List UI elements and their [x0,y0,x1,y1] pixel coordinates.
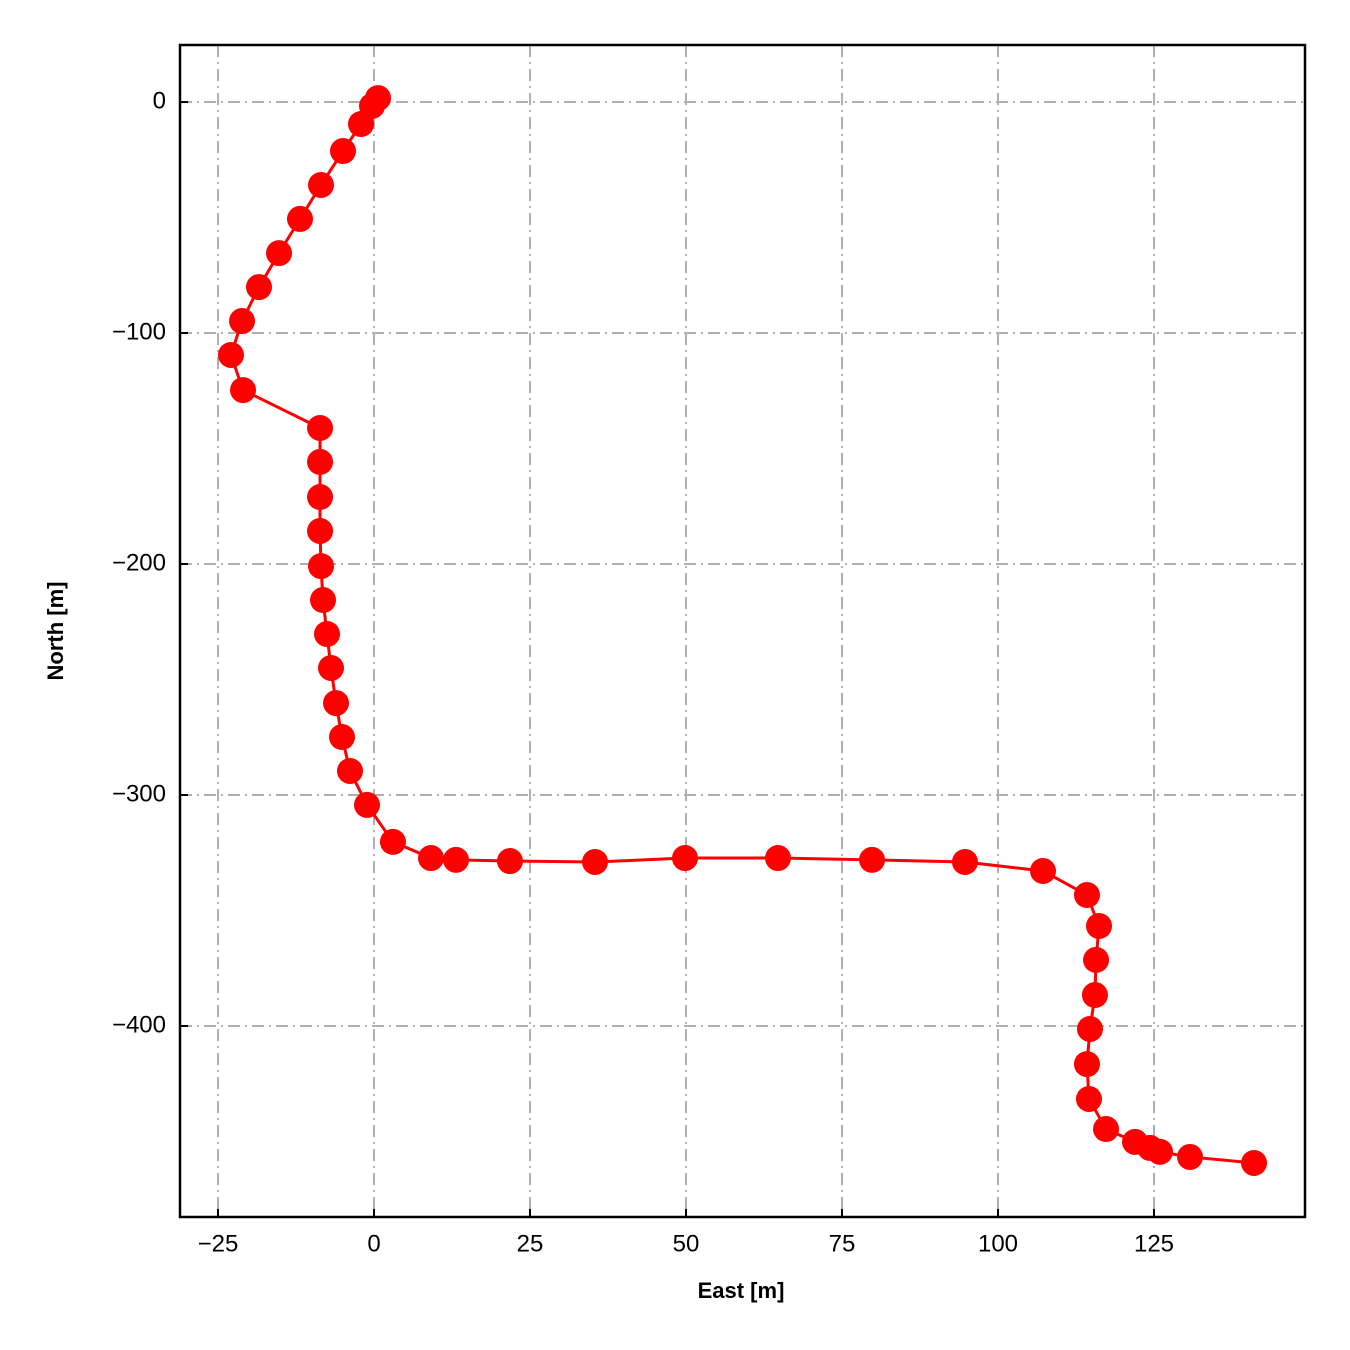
y-tick-label: −200 [112,549,166,576]
marker [266,240,293,267]
marker [442,846,469,873]
marker [582,848,609,875]
x-tick-label: 0 [367,1230,380,1257]
trajectory-line [229,97,1255,1165]
y-axis-label: North [m] [43,582,68,681]
marker [1081,982,1108,1009]
marker [1073,882,1100,909]
marker [310,587,337,614]
marker [318,654,345,681]
marker [348,110,375,137]
marker [1086,912,1113,939]
marker [354,791,381,818]
marker [1083,946,1110,973]
marker [286,205,313,232]
marker [1075,1085,1102,1112]
marker [307,484,334,511]
marker [1146,1138,1173,1165]
x-tick-label: 100 [978,1230,1018,1257]
marker [764,845,791,872]
marker [314,621,341,648]
marker [1073,1051,1100,1078]
marker [1076,1015,1103,1042]
marker [308,171,335,198]
y-tick-label: −300 [112,780,166,807]
y-tick-label: −400 [112,1011,166,1038]
marker [307,448,334,475]
marker [230,377,257,404]
marker [308,553,335,580]
marker [417,845,444,872]
marker [1093,1115,1120,1142]
marker [245,274,272,301]
x-axis-label: East [m] [698,1278,785,1303]
marker [859,846,886,873]
marker [217,341,244,368]
marker [329,138,356,165]
plot-frame [178,43,1307,1219]
x-tick-label: 50 [673,1230,700,1257]
x-tick-label: −25 [198,1230,239,1257]
x-tick-label: 25 [517,1230,544,1257]
y-tick-label: −100 [112,318,166,345]
marker [951,848,978,875]
marker [307,517,334,544]
marker [496,848,523,875]
marker [379,828,406,855]
marker [1029,857,1056,884]
y-tick-label: 0 [153,87,166,114]
marker [671,845,698,872]
x-tick-label: 75 [829,1230,856,1257]
x-tick-label: 125 [1134,1230,1174,1257]
marker [1241,1149,1268,1176]
marker [229,308,256,335]
marker [322,690,349,717]
marker [336,757,363,784]
marker [328,724,355,751]
marker [307,414,334,441]
marker [1176,1143,1203,1170]
